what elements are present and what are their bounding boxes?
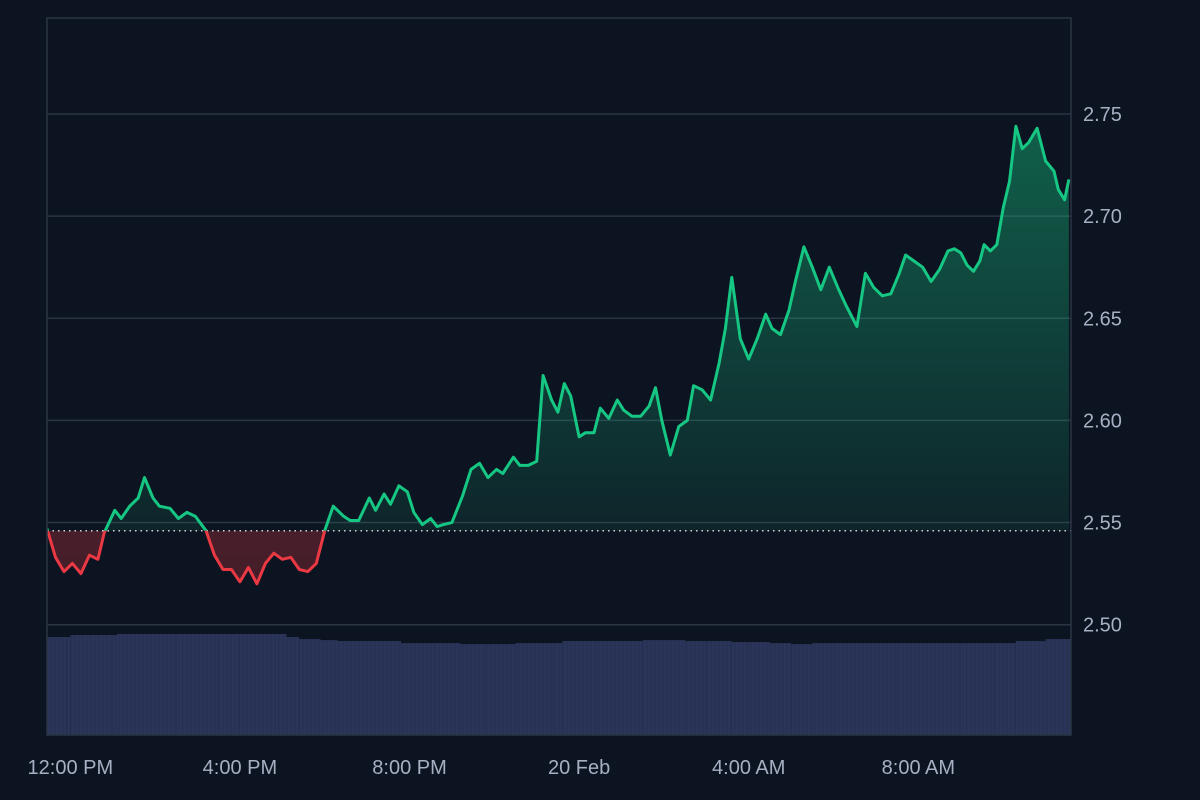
volume-bar	[515, 643, 554, 735]
y-tick-label: 2.75	[1083, 104, 1122, 126]
volume-bar	[897, 643, 961, 735]
volume-bar	[176, 634, 219, 735]
volume-bar	[278, 634, 287, 735]
x-axis-labels: 12:00 PM 4:00 PM 8:00 PM 20 Feb 4:00 AM 8:00 …	[28, 757, 956, 779]
volume-bar	[218, 634, 240, 735]
x-tick-label: 12:00 PM	[28, 757, 114, 779]
volume-bar	[596, 641, 643, 735]
price-line-down[interactable]	[47, 126, 1069, 586]
volume-bar	[960, 643, 995, 735]
volume-bar	[320, 640, 338, 735]
area-fill-down	[47, 530, 1069, 584]
volume-bars	[46, 634, 1071, 735]
volume-bar	[1045, 639, 1071, 735]
x-tick-label: 8:00 AM	[882, 757, 955, 779]
volume-bar	[748, 642, 770, 735]
plot-frame	[46, 17, 1072, 736]
volume-bar	[769, 643, 792, 735]
volume-bar	[642, 640, 686, 735]
volume-bar	[239, 634, 279, 735]
volume-bar	[731, 642, 749, 735]
volume-bar	[299, 639, 321, 735]
volume-bar	[833, 643, 898, 735]
y-tick-label: 2.50	[1083, 615, 1122, 637]
volume-bar	[434, 643, 461, 735]
x-tick-label: 20 Feb	[548, 757, 610, 779]
x-tick-label: 4:00 PM	[203, 757, 277, 779]
volume-bar	[706, 641, 732, 735]
volume-bar	[70, 635, 113, 735]
x-tick-label: 8:00 PM	[372, 757, 446, 779]
price-line-up[interactable]	[47, 124, 1071, 584]
y-tick-label: 2.65	[1083, 308, 1122, 330]
price-line[interactable]	[47, 124, 1071, 586]
price-area	[47, 126, 1069, 584]
volume-bar	[401, 643, 435, 735]
volume-bar	[485, 644, 516, 735]
volume-bar	[812, 643, 834, 735]
volume-bar	[553, 643, 563, 735]
volume-bar	[685, 641, 707, 735]
volume-bar	[994, 643, 1016, 735]
volume-bar	[791, 644, 813, 735]
volume-bar	[286, 637, 300, 735]
y-tick-label: 2.60	[1083, 410, 1122, 432]
y-tick-label: 2.55	[1083, 513, 1122, 535]
y-tick-label: 2.70	[1083, 206, 1122, 228]
area-fill-up	[47, 126, 1069, 531]
volume-bar	[112, 635, 117, 735]
volume-bar	[47, 637, 67, 735]
volume-bar	[116, 634, 177, 735]
volume-bar	[66, 637, 71, 735]
volume-bar	[562, 641, 597, 735]
volume-bar	[337, 641, 402, 735]
volume-bar	[460, 644, 486, 735]
volume-bar	[1015, 641, 1046, 735]
x-tick-label: 4:00 AM	[712, 757, 785, 779]
y-axis-labels: 2.75 2.70 2.65 2.60 2.55 2.50	[1083, 104, 1122, 637]
